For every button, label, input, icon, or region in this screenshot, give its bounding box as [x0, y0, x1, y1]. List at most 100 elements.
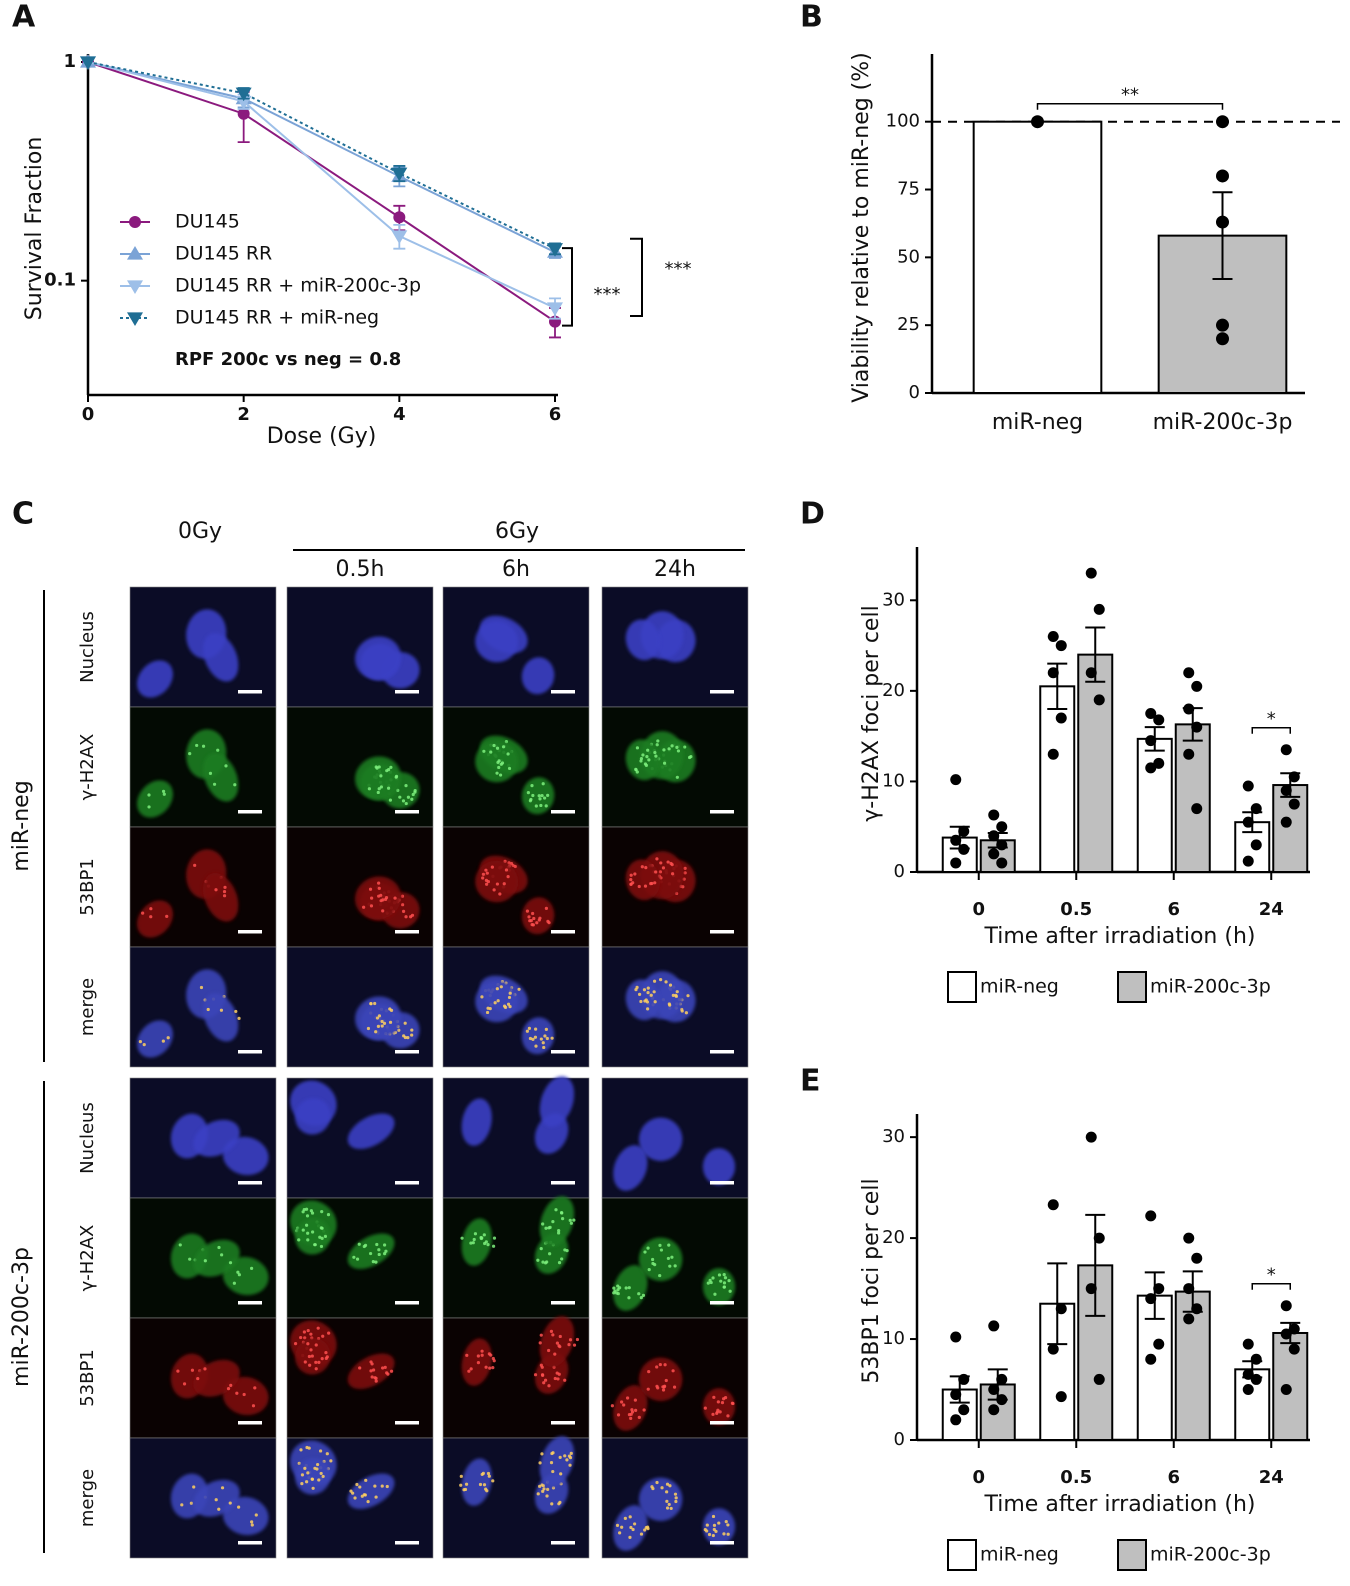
focus [374, 1495, 378, 1499]
nucleus [539, 1196, 575, 1247]
focus [655, 1480, 659, 1485]
scale-bar [551, 690, 575, 694]
focus [507, 995, 512, 1000]
focus [646, 1387, 650, 1391]
focus [563, 1248, 567, 1252]
channel-label: Nucleus [77, 1102, 98, 1174]
focus [388, 1020, 393, 1024]
focus [644, 998, 648, 1002]
data-point [1191, 1303, 1203, 1315]
focus [300, 1473, 305, 1477]
focus [652, 990, 656, 994]
data-point [1047, 667, 1059, 679]
focus [403, 1021, 407, 1025]
focus [351, 1491, 355, 1495]
focus [491, 1244, 496, 1248]
focus [467, 1369, 471, 1373]
data-point [1288, 771, 1300, 783]
focus [217, 1507, 221, 1511]
focus [380, 1024, 384, 1028]
focus [532, 916, 536, 921]
focus [366, 1500, 370, 1504]
focus [382, 1021, 387, 1025]
nucleus [137, 1020, 173, 1058]
focus [715, 1410, 719, 1414]
focus [618, 1531, 622, 1535]
focus [620, 1525, 624, 1529]
focus [551, 1486, 556, 1490]
focus [655, 1384, 659, 1388]
focus [668, 1484, 672, 1488]
focus [242, 1392, 246, 1397]
data-point [1191, 1252, 1203, 1264]
focus [497, 765, 501, 770]
data-point [1047, 1199, 1059, 1211]
focus [402, 1034, 406, 1038]
focus [670, 744, 674, 748]
focus [631, 1527, 635, 1532]
focus [368, 1251, 373, 1256]
marker [235, 87, 252, 102]
focus [482, 1233, 486, 1237]
focus [544, 1226, 548, 1230]
focus [226, 1386, 231, 1391]
focus [488, 1366, 492, 1370]
focus [646, 1527, 650, 1531]
focus [388, 798, 392, 802]
focus [641, 753, 645, 757]
focus [306, 1342, 310, 1346]
focus [309, 1348, 313, 1352]
focus [548, 1252, 552, 1256]
focus [633, 1398, 637, 1402]
data-point [1250, 839, 1262, 851]
focus [250, 1520, 254, 1524]
focus [551, 1333, 555, 1337]
focus [385, 1371, 389, 1375]
focus [712, 1523, 717, 1527]
focus [572, 1218, 576, 1222]
focus [149, 907, 153, 911]
focus [362, 905, 366, 909]
focus [711, 1276, 715, 1280]
focus [676, 749, 681, 753]
focus [373, 1001, 377, 1006]
focus [469, 1241, 473, 1245]
focus [720, 1400, 725, 1405]
focus [189, 1501, 193, 1505]
data-point [1191, 803, 1203, 815]
focus [660, 1486, 664, 1490]
focus [401, 903, 405, 907]
series-line [87, 61, 556, 250]
focus [396, 788, 400, 792]
data-point [1145, 708, 1157, 719]
focus [722, 1532, 726, 1536]
nucleus [539, 1316, 575, 1367]
focus [319, 1226, 323, 1230]
focus [377, 881, 381, 885]
channel-label: γ-H2AX [77, 1225, 98, 1292]
focus [370, 896, 374, 900]
focus [655, 857, 659, 861]
data-point [1250, 1373, 1262, 1385]
focus [498, 773, 503, 777]
channel-label: γ-H2AX [77, 734, 98, 801]
focus [410, 1028, 414, 1032]
focus [668, 1003, 672, 1007]
data-point [1183, 1283, 1195, 1295]
focus [629, 1525, 633, 1530]
focus [659, 861, 663, 865]
data-point [1242, 855, 1254, 867]
data-point [950, 857, 962, 869]
x-axis-label: Time after irradiation (h) [984, 1492, 1256, 1517]
focus [484, 1240, 488, 1244]
nucleus [137, 660, 173, 698]
x-tick-label: 0.5 [1060, 899, 1092, 920]
scale-bar [551, 1050, 575, 1054]
nucleus [521, 657, 555, 695]
focus [147, 793, 151, 797]
focus [663, 1363, 667, 1367]
focus [540, 1452, 544, 1456]
focus [714, 1529, 718, 1534]
focus [480, 1353, 484, 1357]
focus [373, 1484, 377, 1488]
